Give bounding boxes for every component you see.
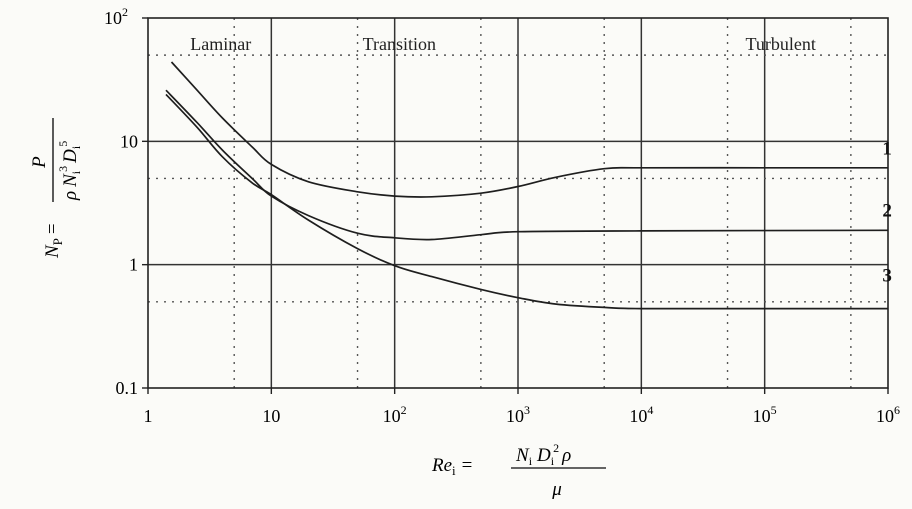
x-tick-label: 1 [144,406,153,426]
series-lines [165,61,889,310]
y-tick-label: 0.1 [116,378,139,398]
x-tick-label: 103 [506,403,530,426]
series-curve-2 [165,89,889,241]
plot-labels: Laminar Transition Turbulent 1 2 3 [190,34,892,287]
xlabel-lhs: Rei = [431,455,472,478]
y-tick-label: 102 [104,5,128,28]
x-tick-label: 102 [383,403,407,426]
curve-number-label: 1 [882,139,892,160]
x-tick-label: 105 [753,403,777,426]
y-axis-label: NP= P ρNi3Di5 [29,118,83,259]
region-label: Transition [363,34,436,54]
x-tick-label: 104 [629,403,653,426]
series-curve-1 [170,61,888,198]
xlabel-denominator: μ [551,479,562,500]
curve-number-label: 2 [882,201,892,222]
ylabel-numerator: P [29,156,50,169]
xlabel-numerator: Ni Di2 ρ [515,441,571,468]
x-tick-label: 10 [262,406,280,426]
grid [148,18,888,388]
ylabel-lhs: NP= [42,223,65,259]
region-label: Laminar [190,34,251,54]
y-tick-label: 1 [129,255,138,275]
ylabel-denominator: ρNi3Di5 [56,141,83,201]
y-tick-label: 10 [120,131,138,151]
curve-number-label: 3 [882,266,892,287]
x-tick-label: 106 [876,403,900,426]
region-label: Turbulent [746,34,816,54]
series-curve-3 [165,93,888,310]
x-axis-label: Rei = Ni Di2 ρ μ [431,441,606,500]
